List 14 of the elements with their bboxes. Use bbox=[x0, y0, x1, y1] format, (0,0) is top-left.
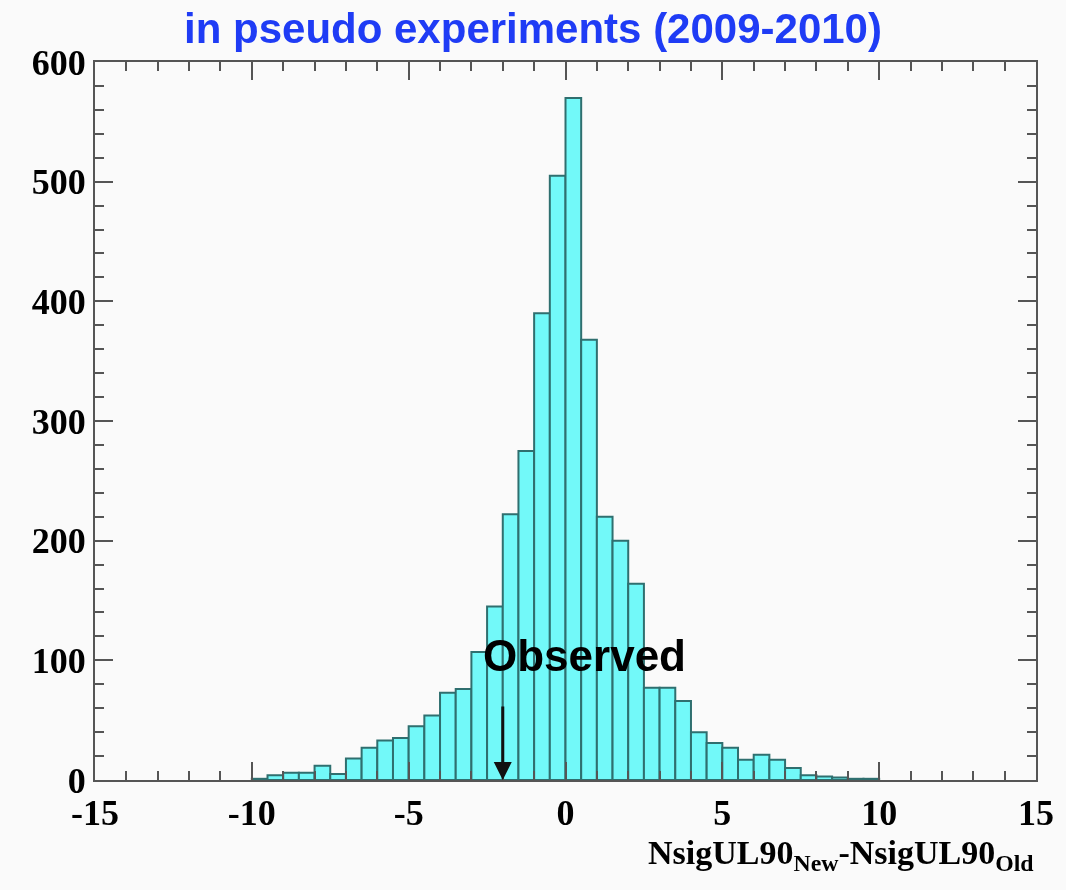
x-tick-label: 15 bbox=[1018, 793, 1054, 834]
y-tick-label: 200 bbox=[31, 521, 86, 562]
y-tick-label: 500 bbox=[31, 162, 86, 203]
x-tick-label: 0 bbox=[556, 793, 575, 834]
y-tick-label: 400 bbox=[31, 281, 86, 322]
x-tick-label: -10 bbox=[227, 793, 276, 834]
y-tick-label: 100 bbox=[31, 640, 86, 681]
y-tick-label: 600 bbox=[31, 42, 86, 83]
y-tick-label: 300 bbox=[31, 401, 86, 442]
x-tick-label: -5 bbox=[393, 793, 424, 834]
x-tick-label: 10 bbox=[861, 793, 898, 834]
x-tick-label: 5 bbox=[713, 793, 732, 834]
x-axis-title: NsigUL90$_{New}$-NsigUL90$_{Old}$ bbox=[648, 834, 1034, 877]
chart-title: in pseudo experiments (2009-2010) bbox=[184, 4, 882, 52]
